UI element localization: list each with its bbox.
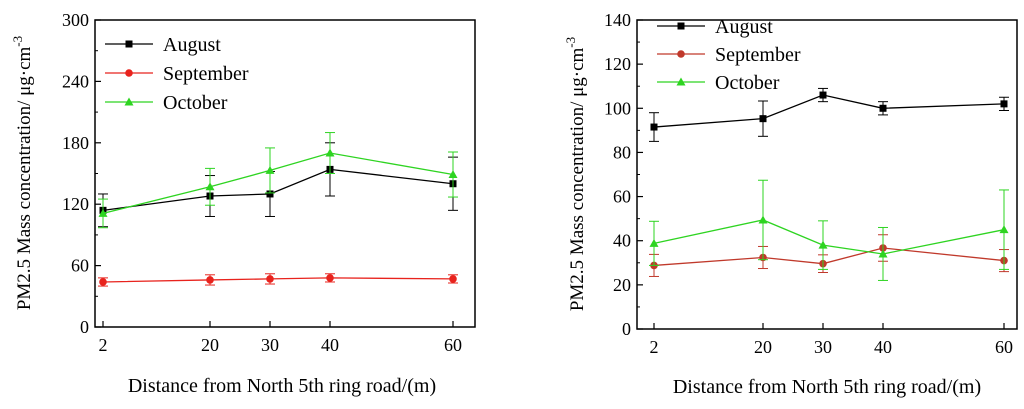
y-tick-label: 240: [62, 71, 89, 91]
data-point: [999, 225, 1009, 234]
x-axis-label: Distance from North 5th ring road/(m): [673, 376, 981, 398]
data-point: [266, 190, 274, 198]
legend-marker: [676, 77, 686, 86]
y-axis-label: PM2.5 Mass concentration/ μg·cm-3: [10, 36, 35, 310]
legend-marker: [125, 40, 133, 48]
series-line: [102, 168, 454, 211]
legend-label: September: [715, 44, 801, 66]
y-tick-label: 140: [604, 10, 631, 30]
chart-left: 0 60 120 180 240 300 2 20 30 40 60 August September…: [10, 10, 476, 397]
series-september: [649, 234, 1009, 277]
data-point: [266, 275, 274, 283]
data-point: [448, 170, 458, 179]
y-tick-label: 120: [62, 194, 89, 214]
x-tick-label: 60: [444, 335, 462, 355]
series-line: [653, 94, 1005, 128]
x-tick-label: 60: [995, 337, 1013, 357]
data-point: [878, 249, 888, 258]
y-tick-label: 80: [613, 142, 631, 162]
data-point: [325, 148, 335, 157]
legend-item-august: August: [105, 34, 221, 56]
x-axis-label: Distance from North 5th ring road/(m): [128, 375, 436, 397]
plot-frame: [636, 19, 1018, 330]
x-tick-label: 40: [874, 337, 892, 357]
y-tick-label: 20: [613, 275, 631, 295]
data-point: [449, 275, 457, 283]
data-point: [819, 91, 827, 99]
legend-marker: [677, 50, 685, 58]
legend-marker: [124, 97, 134, 106]
data-point: [649, 238, 659, 247]
y-tick-label: 60: [71, 256, 89, 276]
legend-label: October: [163, 92, 228, 114]
x-tick-label: 30: [814, 337, 832, 357]
legend-item-september: September: [657, 44, 801, 66]
legend-label: August: [715, 16, 773, 38]
series-line: [653, 219, 1005, 255]
chart-right: 0 20 40 60 80 100 120 140 2 20 30 40 60 August Septem…: [563, 10, 1018, 398]
legend-item-october: October: [657, 72, 780, 94]
y-axis-label: PM2.5 Mass concentration/ μg·cm-3: [563, 37, 588, 311]
data-point: [98, 208, 108, 217]
data-point: [818, 240, 828, 249]
y-tick-label: 0: [622, 319, 631, 339]
y-tick-label: 120: [604, 54, 631, 74]
data-point: [1000, 100, 1008, 108]
y-tick-label: 40: [613, 231, 631, 251]
y-tick-label: 180: [62, 133, 89, 153]
legend-marker: [125, 69, 133, 77]
legend-item-october: October: [105, 92, 228, 114]
data-point: [206, 276, 214, 284]
series-october: [98, 132, 458, 229]
x-tick-label: 30: [261, 335, 279, 355]
series-september: [98, 273, 458, 287]
legend-label: October: [715, 72, 780, 94]
data-point: [326, 274, 334, 282]
data-point: [265, 165, 275, 174]
series-august: [649, 87, 1009, 142]
data-point: [758, 215, 768, 224]
series-line: [102, 277, 454, 283]
x-tick-label: 2: [650, 337, 659, 357]
y-tick-label: 300: [62, 10, 89, 30]
legend-label: September: [163, 63, 249, 85]
x-tick-label: 40: [321, 335, 339, 355]
series-line: [102, 152, 454, 215]
x-tick-label: 2: [99, 335, 108, 355]
data-point: [759, 115, 767, 123]
series-august: [98, 142, 458, 228]
data-point: [99, 278, 107, 286]
legend-marker: [677, 22, 685, 30]
legend-item-august: August: [657, 16, 773, 38]
series-october: [649, 179, 1009, 281]
data-point: [879, 104, 887, 112]
y-tick-label: 0: [80, 317, 89, 337]
x-tick-label: 20: [201, 335, 219, 355]
y-tick-label: 60: [613, 187, 631, 207]
y-tick-label: 100: [604, 98, 631, 118]
data-point: [205, 182, 215, 191]
data-point: [650, 123, 658, 131]
legend-label: August: [163, 34, 221, 56]
series-line: [653, 247, 1005, 267]
legend-item-september: September: [105, 63, 249, 85]
x-tick-label: 20: [754, 337, 772, 357]
